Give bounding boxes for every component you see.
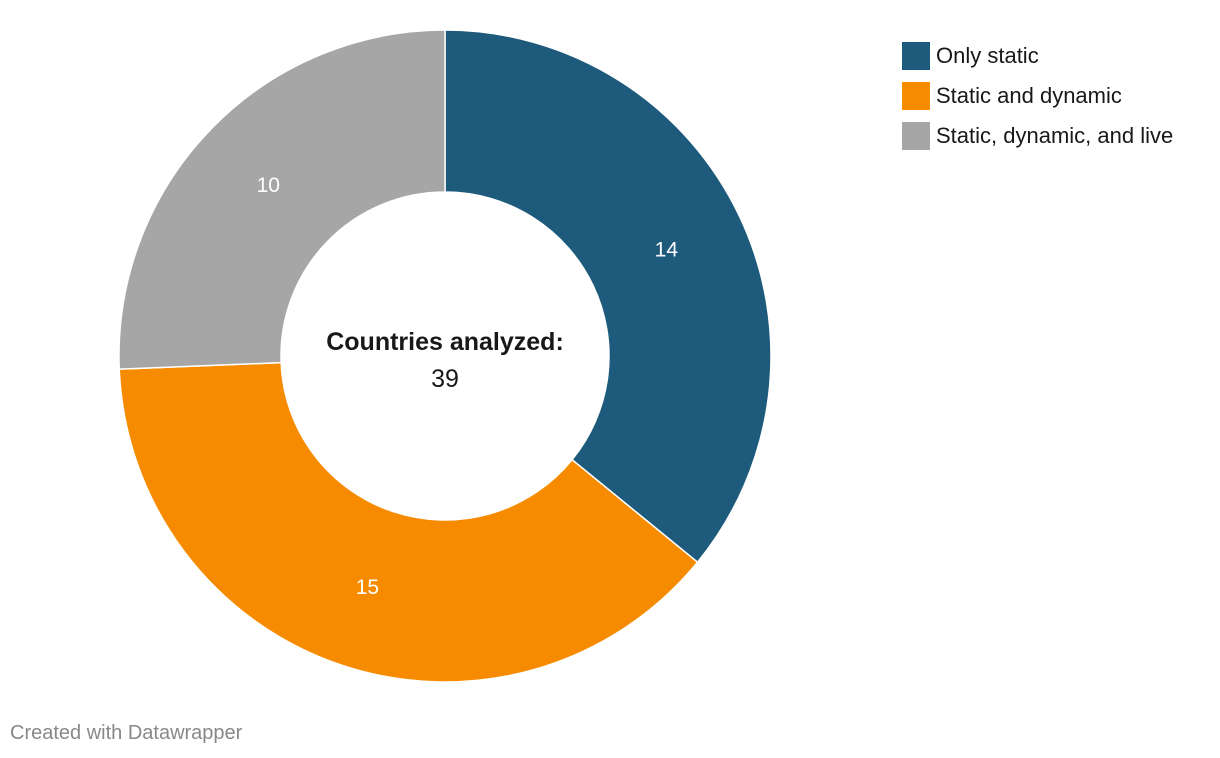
donut-slice-only-static[interactable] xyxy=(444,29,772,564)
legend-label: Only static xyxy=(936,43,1039,68)
legend-item-static-dynamic-live[interactable]: Static, dynamic, and live xyxy=(902,121,1173,151)
legend-item-static-and-dynamic[interactable]: Static and dynamic xyxy=(902,81,1173,111)
center-title: Countries analyzed: xyxy=(326,328,564,356)
legend: Only static Static and dynamic Static, d… xyxy=(902,41,1173,161)
donut-slice-static-and-dynamic[interactable] xyxy=(118,361,699,683)
legend-label: Static and dynamic xyxy=(936,83,1122,108)
slice-value-labels: 14 15 10 xyxy=(257,174,679,599)
legend-swatch xyxy=(902,42,930,70)
slice-value-label: 10 xyxy=(257,174,280,197)
legend-label: Static, dynamic, and live xyxy=(936,123,1174,148)
footer-credit[interactable]: Created with Datawrapper xyxy=(10,722,243,744)
slice-value-label: 15 xyxy=(356,576,379,599)
center-value: 39 xyxy=(431,365,459,393)
slice-value-label: 14 xyxy=(655,239,679,262)
donut-slices xyxy=(118,29,772,683)
legend-swatch xyxy=(902,82,930,110)
donut-slice-static-dynamic-and-live[interactable] xyxy=(118,29,446,370)
legend-item-only-static[interactable]: Only static xyxy=(902,41,1173,71)
legend-swatch xyxy=(902,122,930,150)
